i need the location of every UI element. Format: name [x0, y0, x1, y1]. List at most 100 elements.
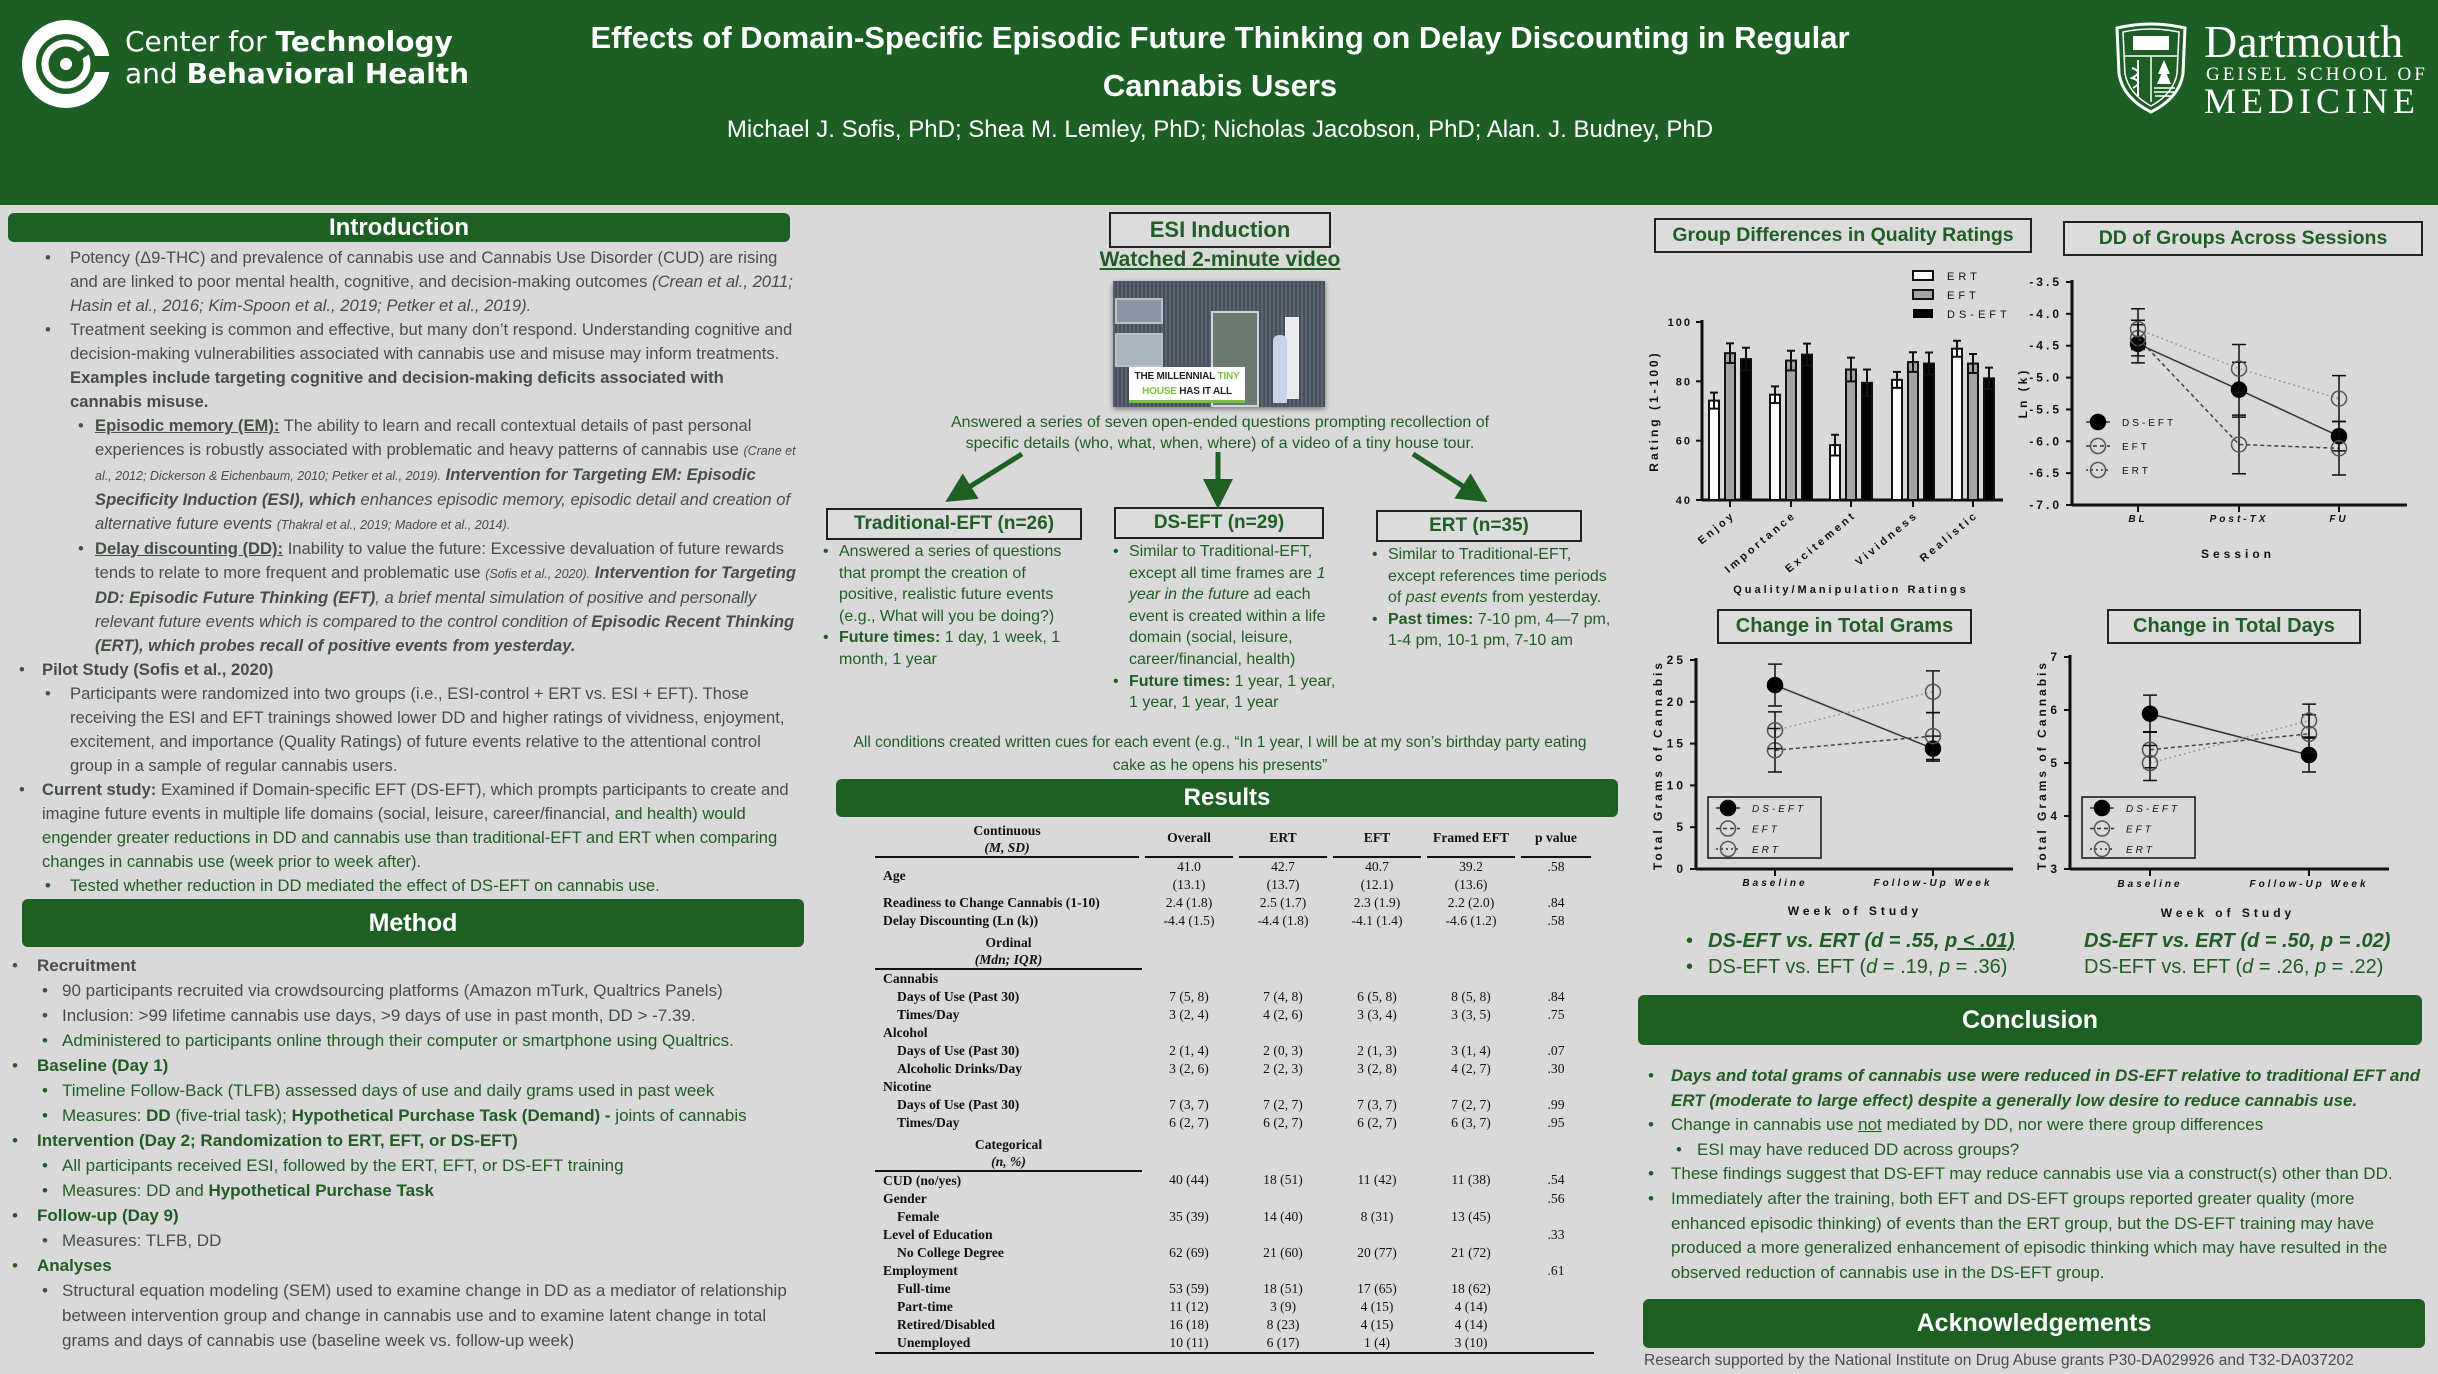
y-axis-label: Total Grams of Cannabis — [1651, 660, 1665, 870]
cell-value: 35 (39) — [1169, 1209, 1209, 1224]
row-label: Times/Day — [897, 1007, 960, 1022]
legend-box — [1707, 796, 1822, 859]
cell-value — [1518, 1208, 1594, 1226]
point-marker-ert — [2089, 461, 2107, 479]
text-run: (Sofis et al., 2020). — [485, 567, 591, 581]
cell-value: 4 (14) — [1454, 1299, 1488, 1314]
text-run: p — [1944, 930, 1958, 952]
table-group-header: Ordinal (Mdn; IQR) — [875, 930, 1594, 970]
text-run: DS-EFT vs. ERT (d = .50, p = .02) — [2084, 930, 2391, 952]
cell-value: .58 — [1547, 859, 1565, 874]
point-marker-eft — [2141, 741, 2159, 758]
ert-list: Similar to Traditional-EFT, except refer… — [1372, 544, 1617, 652]
chart-1: -3.5 -4.0 -4.5 -5.0 -5.5 -6.0 -6.5 -7.0 DS-EFT EF… — [2016, 275, 2407, 561]
cell-value — [1518, 1298, 1594, 1316]
text-run: and health) would engender greater reduc… — [42, 804, 778, 871]
error-bar — [1803, 342, 1811, 367]
row-label: Female — [897, 1209, 940, 1224]
cell-value: 3 (2, 4) — [1169, 1007, 1209, 1022]
cell-value: 4 (15) — [1360, 1299, 1394, 1314]
group-label: Categorical (n, %) — [875, 1132, 1142, 1172]
cell-value — [1330, 1078, 1424, 1096]
series-line-eft — [1774, 735, 1934, 752]
cell-value: 10 (11) — [1142, 1334, 1236, 1354]
point-marker-ds-eft — [2093, 799, 2111, 817]
cell-value — [1236, 1078, 1330, 1096]
row-label: Cannabis — [883, 971, 939, 986]
y-tick-label: -4.5 — [2029, 339, 2062, 353]
point-marker-eft — [2300, 725, 2318, 743]
logo-line2-light: and — [125, 57, 187, 90]
group-subtitle: (n, %) — [991, 1154, 1026, 1169]
cell-value: 41.0 (13.1) — [1172, 859, 1206, 892]
bullet-item: Tested whether reduction in DD mediated … — [0, 874, 800, 898]
x-tick-label: Follow-Up Week — [1873, 878, 1992, 889]
point-marker-ert — [2141, 754, 2159, 772]
row-label: No College Degree — [897, 1245, 1004, 1260]
text-run: Examined if Domain-specific EFT (DS-EFT)… — [42, 780, 789, 823]
x-tick-label: Follow-Up Week — [2249, 879, 2368, 890]
stat-line: DS-EFT vs. ERT (d = .50, p = .02) — [2084, 928, 2424, 954]
error-bar — [1768, 711, 1782, 750]
quality-ratings-chart-title: Group Differences in Quality Ratings — [1654, 218, 2032, 253]
dartmouth-shield-icon — [2115, 22, 2187, 114]
text-run: The ability to learn and recall contextu… — [95, 416, 752, 459]
point-marker-ds-eft — [2230, 381, 2248, 398]
cell-value: 53 (59) — [1169, 1281, 1209, 1296]
text-run: DD — [146, 1106, 171, 1125]
legend-label: ERT — [1752, 845, 1781, 856]
y-tick-label: 60 — [1676, 436, 1692, 448]
column-header: p value — [1515, 818, 1597, 858]
cell-value: 8 (23) — [1266, 1317, 1300, 1332]
text-run: not — [1858, 1115, 1882, 1135]
cell-value: -4.6 (1.2) — [1445, 913, 1497, 928]
cell-value — [1142, 1024, 1236, 1042]
point-marker-ds-eft — [2300, 746, 2318, 764]
caption-text: THE MILLENNIAL — [1134, 371, 1218, 382]
error-bar — [1909, 351, 1917, 373]
text-run: Follow-up (Day 9) — [37, 1206, 179, 1225]
text-run: d — [1871, 930, 1884, 952]
text-run: past events — [1405, 589, 1488, 607]
row-label: Days of Use (Past 30) — [897, 1043, 1020, 1058]
bar-ert-importance — [1769, 393, 1781, 501]
cell-value: 3 (2, 6) — [1169, 1061, 1209, 1076]
cell-value: .30 — [1547, 1061, 1565, 1076]
row-label: Days of Use (Past 30) — [897, 1097, 1020, 1112]
y-tick-label: 4 — [2050, 809, 2060, 823]
logo-line2-bold: Behavioral Health — [186, 57, 470, 90]
text-run: Similar to Traditional-EFT, except all t… — [1129, 543, 1317, 582]
point-marker-eft — [1719, 820, 1737, 837]
error-bar — [2302, 703, 2316, 738]
legend-label: EFT — [1752, 825, 1780, 836]
series-line-ds-eft — [2149, 712, 2310, 756]
cell-value — [1330, 1226, 1424, 1244]
row-label: Alcoholic Drinks/Day — [897, 1061, 1022, 1076]
error-bar — [1926, 735, 1940, 762]
legend-label: ERT — [1947, 271, 1981, 283]
bar-ds-eft-excitement — [1861, 381, 1873, 502]
text-run: 90 participants recruited via crowdsourc… — [62, 981, 723, 1000]
cell-value: 18 (62) — [1451, 1281, 1491, 1296]
point-marker-eft — [2093, 820, 2111, 837]
text-run: 1 day, 1 week, 1 month, 1 year — [839, 629, 1061, 668]
cell-value — [1142, 1226, 1236, 1244]
dd-sessions-chart-title: DD of Groups Across Sessions — [2063, 221, 2423, 256]
text-run: Inability to value the future: Excessive… — [95, 539, 784, 582]
legend-label: EFT — [1947, 290, 1980, 302]
text-run: Treatment seeking is common and effectiv… — [70, 320, 793, 363]
bullet-item: Change in cannabis use not mediated by D… — [1640, 1113, 2432, 1138]
bullet-item: Analyses — [0, 1253, 808, 1278]
days-stats: DS-EFT vs. ERT (d = .50, p = .02) DS-EFT … — [2084, 928, 2424, 980]
cell-value: .61 — [1547, 1263, 1565, 1278]
text-run: ad each event is created within a life d… — [1129, 586, 1326, 668]
text-run: Intervention (Day 2; Randomization to ER… — [37, 1131, 518, 1150]
series-line-ds-eft — [1774, 684, 1934, 750]
y-tick-label: -7.0 — [2029, 498, 2062, 512]
series-line-ert — [2137, 328, 2340, 400]
cell-value — [1424, 1078, 1518, 1096]
legend-label: EFT — [2122, 442, 2150, 453]
text-run: = .22) — [2326, 956, 2384, 978]
cell-value: .84 — [1547, 989, 1565, 1004]
y-tick-label: 80 — [1676, 376, 1692, 388]
